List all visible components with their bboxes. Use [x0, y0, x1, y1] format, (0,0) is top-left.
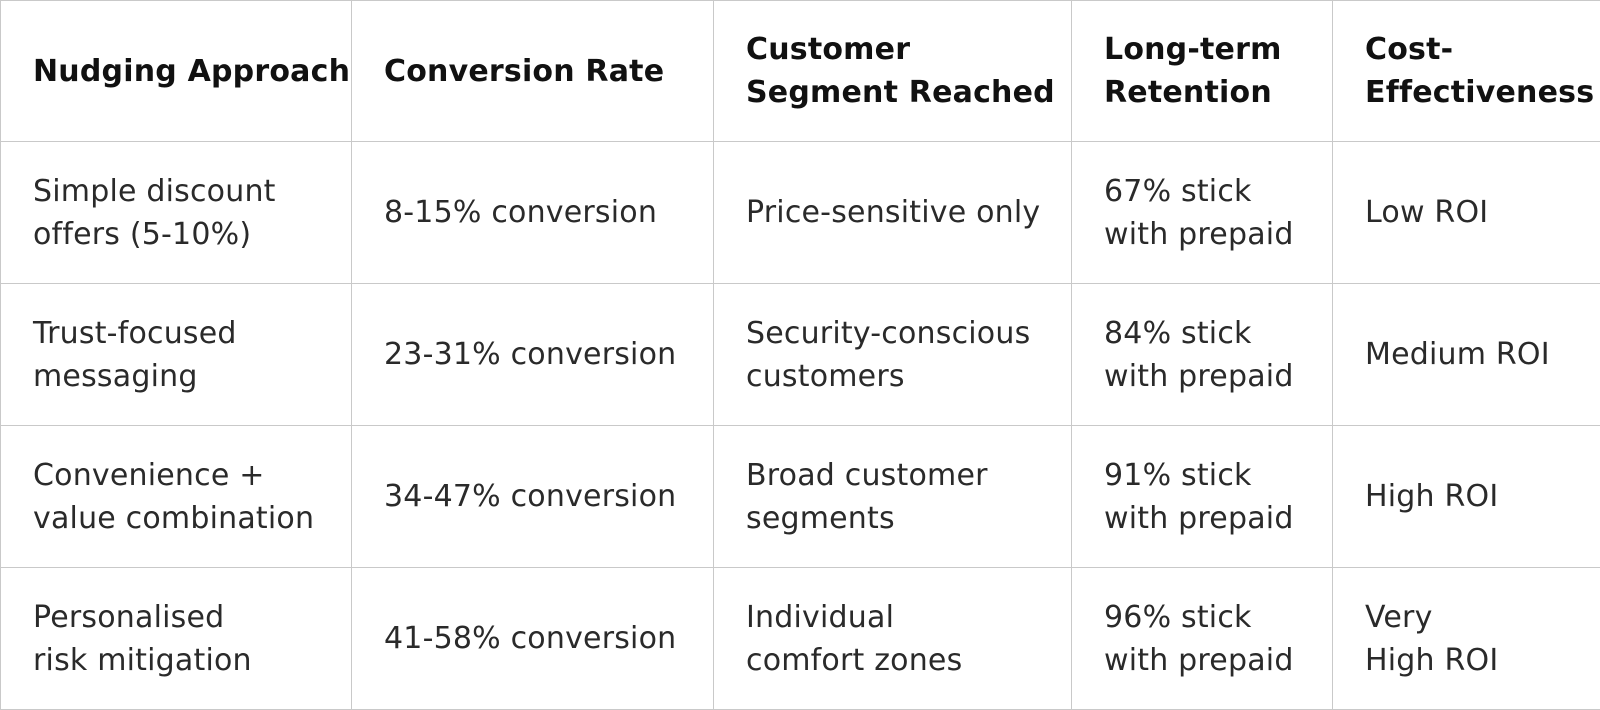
cell-nudging-approach: Convenience + value combination: [1, 426, 352, 568]
cell-nudging-approach: Trust-focused messaging: [1, 284, 352, 426]
header-label: Cost- Effectiveness: [1365, 28, 1600, 114]
cell-text: Broad customer segments: [746, 454, 1071, 540]
cell-text: 41-58% conversion: [384, 617, 713, 660]
cell-retention: 91% stick with prepaid: [1072, 426, 1333, 568]
table-row: Trust-focused messaging 23-31% conversio…: [1, 284, 1600, 426]
cell-text: Security-conscious customers: [746, 312, 1071, 398]
header-label: Long-term Retention: [1104, 28, 1332, 114]
header-label: Conversion Rate: [384, 50, 713, 93]
cell-text: Simple discount offers (5-10%): [33, 170, 351, 256]
cell-customer-segment: Price-sensitive only: [714, 142, 1072, 284]
cell-text: Medium ROI: [1365, 333, 1600, 376]
cell-text: Low ROI: [1365, 191, 1600, 234]
cell-conversion-rate: 34-47% conversion: [352, 426, 714, 568]
cell-customer-segment: Broad customer segments: [714, 426, 1072, 568]
header-nudging-approach: Nudging Approach: [1, 1, 352, 142]
table-header: Nudging Approach Conversion Rate Custome…: [1, 1, 1600, 142]
header-conversion-rate: Conversion Rate: [352, 1, 714, 142]
cell-nudging-approach: Personalised risk mitigation: [1, 568, 352, 710]
cell-text: High ROI: [1365, 475, 1600, 518]
header-customer-segment-reached: Customer Segment Reached: [714, 1, 1072, 142]
table-row: Convenience + value combination 34-47% c…: [1, 426, 1600, 568]
header-label: Nudging Approach: [33, 50, 351, 93]
cell-text: 8-15% conversion: [384, 191, 713, 234]
cell-retention: 67% stick with prepaid: [1072, 142, 1333, 284]
cell-text: 23-31% conversion: [384, 333, 713, 376]
cell-retention: 96% stick with prepaid: [1072, 568, 1333, 710]
cell-text: 67% stick with prepaid: [1104, 170, 1332, 256]
table-row: Simple discount offers (5-10%) 8-15% con…: [1, 142, 1600, 284]
header-label: Customer Segment Reached: [746, 28, 1071, 114]
cell-cost-effectiveness: Low ROI: [1333, 142, 1600, 284]
header-cost-effectiveness: Cost- Effectiveness: [1333, 1, 1600, 142]
header-long-term-retention: Long-term Retention: [1072, 1, 1333, 142]
cell-cost-effectiveness: High ROI: [1333, 426, 1600, 568]
cell-conversion-rate: 8-15% conversion: [352, 142, 714, 284]
cell-conversion-rate: 41-58% conversion: [352, 568, 714, 710]
cell-text: Trust-focused messaging: [33, 312, 351, 398]
cell-text: 91% stick with prepaid: [1104, 454, 1332, 540]
cell-text: 96% stick with prepaid: [1104, 596, 1332, 682]
cell-text: Price-sensitive only: [746, 191, 1071, 234]
header-row: Nudging Approach Conversion Rate Custome…: [1, 1, 1600, 142]
cell-text: 84% stick with prepaid: [1104, 312, 1332, 398]
cell-customer-segment: Individual comfort zones: [714, 568, 1072, 710]
cell-text: 34-47% conversion: [384, 475, 713, 518]
cell-conversion-rate: 23-31% conversion: [352, 284, 714, 426]
cell-text: Very High ROI: [1365, 596, 1600, 682]
cell-text: Individual comfort zones: [746, 596, 1071, 682]
cell-nudging-approach: Simple discount offers (5-10%): [1, 142, 352, 284]
table-body: Simple discount offers (5-10%) 8-15% con…: [1, 142, 1600, 710]
cell-customer-segment: Security-conscious customers: [714, 284, 1072, 426]
cell-retention: 84% stick with prepaid: [1072, 284, 1333, 426]
cell-cost-effectiveness: Very High ROI: [1333, 568, 1600, 710]
cell-text: Convenience + value combination: [33, 454, 351, 540]
table-row: Personalised risk mitigation 41-58% conv…: [1, 568, 1600, 710]
cell-cost-effectiveness: Medium ROI: [1333, 284, 1600, 426]
cell-text: Personalised risk mitigation: [33, 596, 351, 682]
